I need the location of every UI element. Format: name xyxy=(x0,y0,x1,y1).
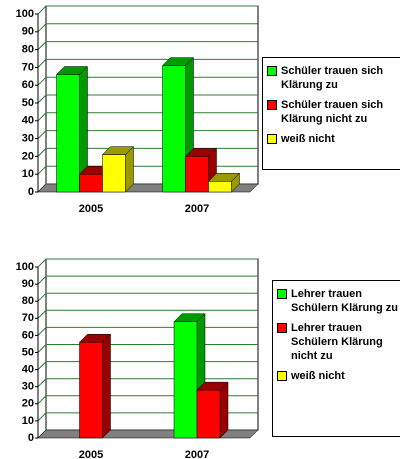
y-tick-label: 90 xyxy=(22,26,34,38)
x-tick-label: 2005 xyxy=(79,449,103,459)
y-tick-label: 10 xyxy=(22,415,34,427)
bar-front xyxy=(79,173,103,193)
y-tick-label: 100 xyxy=(16,261,34,273)
y-tick-label: 60 xyxy=(22,329,34,341)
y-tick-label: 70 xyxy=(22,312,34,324)
legend-label: Schüler trauen sich Klärung zu xyxy=(281,65,384,91)
legend-label: weiß nicht xyxy=(281,133,335,145)
legend-item: Schüler trauen sich Klärung nicht zu xyxy=(267,98,400,126)
legend-item: Lehrer trauen Schülern Klärung zu xyxy=(277,287,400,315)
legend-swatch xyxy=(267,134,277,144)
legend-item: weiß nicht xyxy=(277,369,400,383)
legend-swatch xyxy=(267,100,277,110)
legend-label: Schüler trauen sich Klärung nicht zu xyxy=(281,99,384,125)
bar-front xyxy=(162,65,186,193)
bar-side xyxy=(102,333,111,439)
y-tick-label: 20 xyxy=(22,398,34,410)
y-tick-label: 40 xyxy=(22,115,34,127)
y-tick-label: 30 xyxy=(22,133,34,145)
x-tick-label: 2007 xyxy=(185,203,209,215)
legend-swatch xyxy=(267,66,277,76)
grid-line xyxy=(37,258,258,268)
bar xyxy=(101,146,135,193)
grid-line xyxy=(37,5,258,15)
grid-line xyxy=(37,309,258,319)
bar-front xyxy=(56,74,80,193)
legend-swatch xyxy=(277,371,287,381)
y-tick-label: 50 xyxy=(22,97,34,109)
bar-front xyxy=(196,389,221,439)
y-tick-label: 10 xyxy=(22,168,34,180)
bar-front xyxy=(102,154,126,193)
grid-line xyxy=(37,41,258,50)
bar-side xyxy=(219,381,229,439)
legend-label: Lehrer trauen Schülern Klärung zu xyxy=(291,288,398,314)
grid-line xyxy=(37,275,258,285)
legend: Lehrer trauen Schülern Klärung zu Lehrer … xyxy=(272,280,400,437)
y-tick-label: 80 xyxy=(22,44,34,56)
y-tick-label: 100 xyxy=(16,8,34,20)
legend-item: Schüler trauen sich Klärung zu xyxy=(267,64,400,92)
bar-front xyxy=(173,321,198,439)
y-tick-label: 0 xyxy=(28,186,34,198)
y-tick-label: 90 xyxy=(22,278,34,290)
bar xyxy=(55,65,89,193)
x-tick-label: 2005 xyxy=(79,203,103,215)
bar xyxy=(196,381,229,439)
y-tick-label: 40 xyxy=(22,364,34,376)
y-tick-label: 80 xyxy=(22,295,34,307)
y-tick-label: 30 xyxy=(22,381,34,393)
legend: Schüler trauen sich Klärung zu Schüler tr… xyxy=(262,57,400,170)
legend-label: Lehrer trauen Schülern Klärung nicht zu xyxy=(291,322,383,362)
y-tick-label: 20 xyxy=(22,150,34,162)
x-tick-label: 2007 xyxy=(185,449,209,459)
legend-item: Lehrer trauen Schülern Klärung nicht zu xyxy=(277,321,400,363)
bar xyxy=(207,172,241,193)
bar-front xyxy=(185,156,209,193)
legend-item: weiß nicht xyxy=(267,132,400,146)
legend-label: weiß nicht xyxy=(291,370,345,382)
y-tick-label: 50 xyxy=(22,346,34,358)
bar-front xyxy=(79,341,103,439)
legend-swatch xyxy=(277,323,287,333)
grid-line xyxy=(37,292,258,302)
bar-front xyxy=(208,181,232,193)
grid-line xyxy=(37,23,258,33)
bar xyxy=(78,333,112,439)
y-tick-label: 60 xyxy=(22,79,34,91)
y-tick-label: 0 xyxy=(28,432,34,444)
legend-swatch xyxy=(277,289,287,299)
y-tick-label: 70 xyxy=(22,61,34,73)
